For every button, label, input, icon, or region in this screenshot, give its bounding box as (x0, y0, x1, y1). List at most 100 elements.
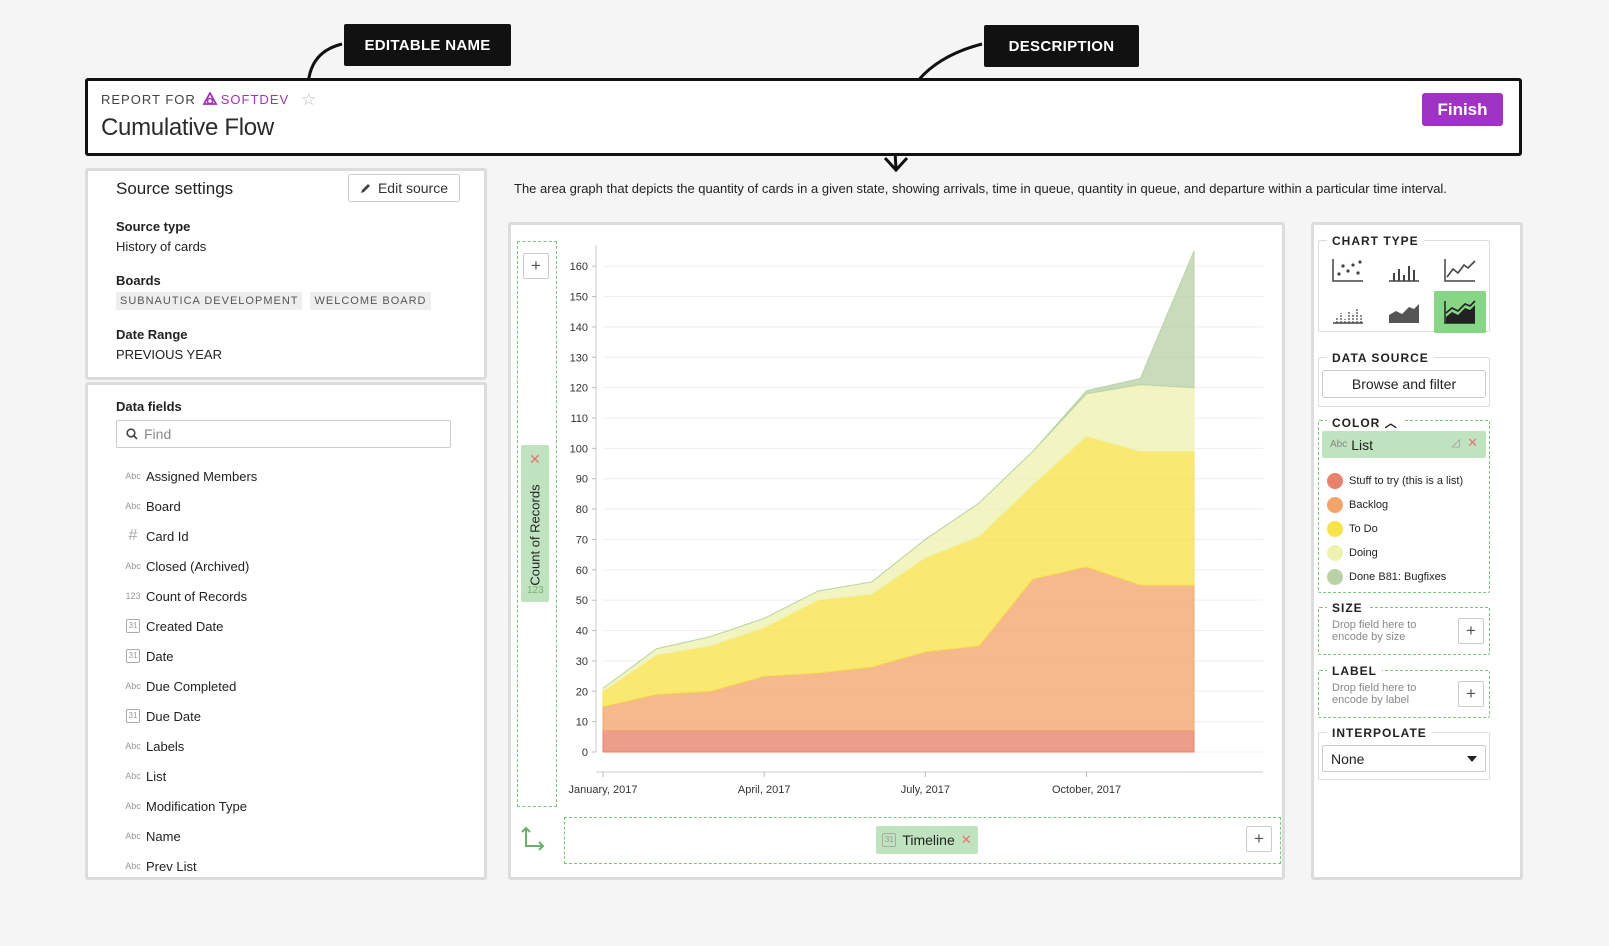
y-tick-label: 70 (576, 534, 588, 546)
report-for-line: REPORT FOR SOFTDEV ☆ (101, 91, 317, 108)
field-item[interactable]: 31 Date (123, 641, 257, 671)
source-settings-panel: Source settings Edit source Source type … (85, 168, 487, 380)
legend-label: Stuff to try (this is a list) (1349, 475, 1464, 487)
calendar-icon: 31 (882, 833, 897, 847)
sort-icon[interactable]: ◿ (1451, 437, 1460, 449)
y-tick-label: 10 (576, 717, 588, 729)
remove-x-field-icon[interactable]: ✕ (960, 832, 972, 847)
legend-swatch (1327, 521, 1343, 537)
field-item[interactable]: Abc Board (123, 491, 257, 521)
field-label: Prev List (146, 858, 197, 874)
date-range-value: PREVIOUS YEAR (116, 347, 222, 362)
abc-icon: Abc (125, 861, 141, 871)
cumulative-flow-chart: 0 10 20 30 40 50 60 70 80 90 100 110 120 130 140 150 160… (569, 245, 1263, 796)
editable-name-callout: EDITABLE NAME (344, 24, 511, 66)
data-source-title: DATA SOURCE (1327, 351, 1434, 365)
field-item[interactable]: 31 Created Date (123, 611, 257, 641)
stacked-area-chart-icon[interactable] (1434, 291, 1486, 333)
field-item[interactable]: Abc Assigned Members (123, 461, 257, 491)
report-title[interactable]: Cumulative Flow (101, 114, 274, 141)
field-item[interactable]: Abc Name (123, 821, 257, 851)
y-tick-label: 100 (570, 443, 588, 455)
color-field-label: List (1351, 436, 1374, 453)
field-item[interactable]: Abc Labels (123, 731, 257, 761)
field-item[interactable]: Abc Due Completed (123, 671, 257, 701)
calendar-icon: 31 (126, 709, 140, 723)
legend-swatch (1327, 545, 1343, 561)
edit-source-button[interactable]: Edit source (348, 174, 460, 202)
field-list: Abc Assigned Members Abc Board # Card Id Ab… (123, 461, 257, 881)
hash-icon: # (128, 527, 138, 544)
interpolate-section: INTERPOLATE None (1318, 726, 1490, 780)
field-item[interactable]: Abc List (123, 761, 257, 791)
report-description[interactable]: The area graph that depicts the quantity… (514, 181, 1447, 196)
scatter-chart-icon[interactable] (1322, 249, 1374, 291)
finish-button[interactable]: Finish (1422, 93, 1503, 126)
data-fields-panel: Data fields Find Abc Assigned Members Abc… (85, 382, 487, 880)
color-field-pill[interactable]: Abc List ◿ ✕ (1322, 431, 1486, 458)
legend-item: Doing (1327, 541, 1463, 565)
y-tick-label: 40 (576, 626, 588, 638)
field-item[interactable]: 31 Due Date (123, 701, 257, 731)
line-chart-icon[interactable] (1434, 249, 1486, 291)
field-item[interactable]: Abc Closed (Archived) (123, 551, 257, 581)
y-tick-label: 110 (570, 413, 588, 425)
y-field-pill[interactable]: ✕ Count of Records 123 (521, 445, 549, 602)
swap-axes-icon[interactable] (521, 825, 547, 851)
source-type-label: Source type (116, 219, 191, 234)
browse-and-filter-button[interactable]: Browse and filter (1322, 370, 1486, 398)
description-callout: DESCRIPTION (984, 25, 1139, 67)
area-series-0 (602, 730, 1195, 753)
data-source-section: DATA SOURCE Browse and filter (1318, 351, 1490, 407)
abc-icon: Abc (125, 741, 141, 751)
area-chart-icon[interactable] (1378, 291, 1430, 333)
field-item[interactable]: 123 Count of Records (123, 581, 257, 611)
brand-name: SOFTDEV (220, 92, 290, 107)
y-tick-label: 0 (582, 747, 588, 759)
chevron-up-icon[interactable]: ︿ (1384, 416, 1398, 430)
tick-chart-icon[interactable] (1322, 291, 1374, 333)
y-tick-label: 30 (576, 656, 588, 668)
field-item[interactable]: # Card Id (123, 521, 257, 551)
abc-icon: Abc (125, 801, 141, 811)
interpolate-select[interactable]: None (1322, 745, 1486, 772)
add-x-field-button[interactable]: + (1246, 826, 1272, 852)
field-label: Date (146, 648, 174, 664)
bar-chart-icon[interactable] (1378, 249, 1430, 291)
legend-swatch (1327, 569, 1343, 585)
field-label: Board (146, 498, 181, 514)
field-label: Count of Records (146, 588, 248, 604)
add-y-field-button[interactable]: + (523, 253, 549, 279)
size-section[interactable]: SIZE Drop field here to encode by size + (1318, 601, 1490, 655)
legend-label: Doing (1349, 547, 1378, 559)
field-label: Closed (Archived) (146, 558, 250, 574)
x-field-label: Timeline (902, 832, 955, 848)
123-icon: 123 (125, 591, 141, 601)
y-tick-label: 160 (570, 261, 588, 273)
favorite-star-icon[interactable]: ☆ (301, 90, 318, 109)
y-axis-drop-zone[interactable] (517, 241, 557, 807)
abc-icon: Abc (125, 831, 141, 841)
y-tick-label: 120 (570, 383, 588, 395)
add-size-field-button[interactable]: + (1458, 618, 1484, 644)
field-label: Name (146, 828, 181, 844)
color-section[interactable]: COLOR ︿ Abc List ◿ ✕ Stuff to try (this … (1318, 414, 1490, 593)
legend-swatch (1327, 473, 1343, 489)
interpolate-title: INTERPOLATE (1327, 726, 1432, 740)
remove-color-field-icon[interactable]: ✕ (1467, 435, 1478, 450)
field-item[interactable]: Abc Prev List (123, 851, 257, 881)
label-section[interactable]: LABEL Drop field here to encode by label… (1318, 664, 1490, 718)
x-axis-drop-zone[interactable]: 31 Timeline ✕ + (564, 817, 1281, 864)
field-label: Labels (146, 738, 185, 754)
find-field-input[interactable]: Find (116, 420, 451, 448)
report-for-label: REPORT FOR (101, 92, 196, 107)
remove-y-field-icon[interactable]: ✕ (529, 451, 541, 467)
x-tick-label: January, 2017 (569, 784, 638, 796)
legend-item: To Do (1327, 517, 1463, 541)
field-item[interactable]: Abc Modification Type (123, 791, 257, 821)
board-tag: WELCOME BOARD (310, 292, 431, 310)
y-tick-label: 140 (570, 322, 588, 334)
report-header: REPORT FOR SOFTDEV ☆ Cumulative Flow Fin… (85, 78, 1522, 156)
x-field-pill[interactable]: 31 Timeline ✕ (876, 826, 978, 854)
add-label-field-button[interactable]: + (1458, 681, 1484, 707)
